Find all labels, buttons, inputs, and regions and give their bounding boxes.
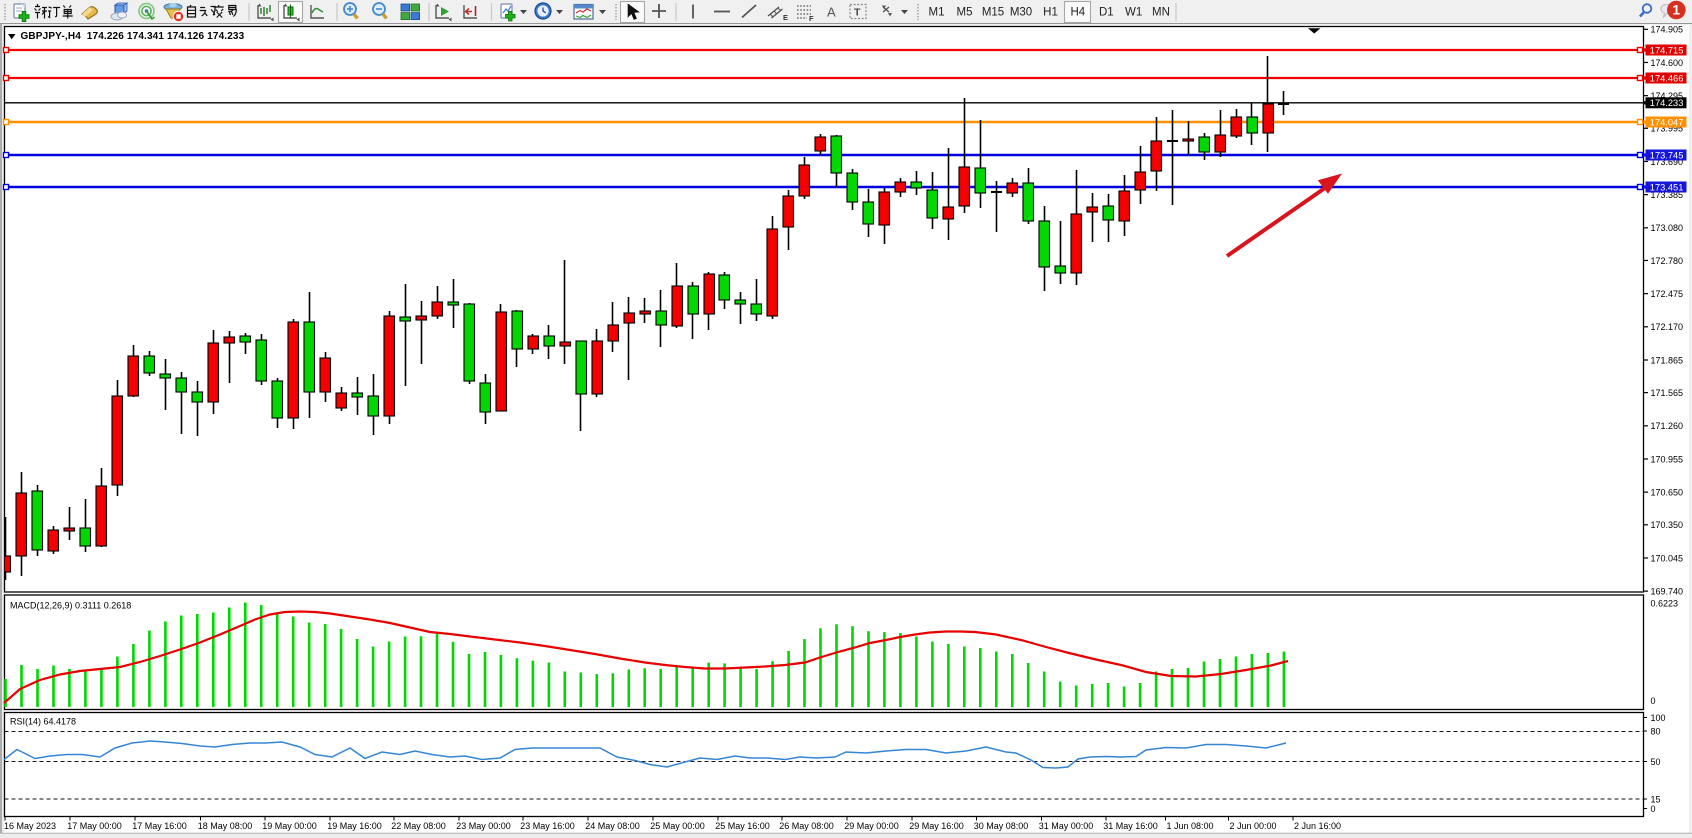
svg-text:H1: H1 (1043, 7, 1058, 19)
svg-text:1 Jun 08:00: 1 Jun 08:00 (1166, 821, 1213, 831)
svg-text:170.045: 170.045 (1651, 553, 1684, 563)
svg-text:23 May 00:00: 23 May 00:00 (456, 821, 511, 831)
svg-text:174.295: 174.295 (1651, 91, 1684, 101)
svg-text:174.715: 174.715 (1650, 45, 1684, 55)
svg-text:W1: W1 (1125, 7, 1142, 19)
svg-text:169.740: 169.740 (1651, 586, 1684, 596)
svg-text:31 May 00:00: 31 May 00:00 (1039, 821, 1094, 831)
svg-text:23 May 16:00: 23 May 16:00 (520, 821, 575, 831)
svg-text:MACD(12,26,9) 0.3111 0.2618: MACD(12,26,9) 0.3111 0.2618 (10, 601, 131, 611)
svg-text:17 May 16:00: 17 May 16:00 (132, 821, 187, 831)
svg-text:174.047: 174.047 (1650, 117, 1684, 127)
svg-text:25 May 16:00: 25 May 16:00 (715, 821, 770, 831)
svg-text:F: F (809, 14, 814, 23)
svg-text:24 May 08:00: 24 May 08:00 (585, 821, 640, 831)
svg-text:0: 0 (1651, 804, 1656, 814)
svg-text:26 May 08:00: 26 May 08:00 (779, 821, 834, 831)
svg-text:170.350: 170.350 (1651, 520, 1684, 530)
svg-text:2 Jun 00:00: 2 Jun 00:00 (1229, 821, 1276, 831)
svg-text:100: 100 (1651, 713, 1666, 723)
svg-text:MN: MN (1152, 7, 1170, 19)
svg-text:RSI(14) 64.4178: RSI(14) 64.4178 (10, 717, 76, 727)
svg-text:29 May 16:00: 29 May 16:00 (909, 821, 964, 831)
svg-text:T: T (854, 7, 861, 19)
svg-text:M1: M1 (929, 7, 945, 19)
svg-text:173.995: 173.995 (1651, 124, 1684, 134)
svg-text:173.451: 173.451 (1650, 182, 1684, 192)
svg-text:15: 15 (1651, 794, 1661, 804)
svg-text:172.780: 172.780 (1651, 256, 1684, 266)
svg-text:50: 50 (1651, 757, 1661, 767)
svg-text:M30: M30 (1010, 7, 1032, 19)
svg-text:171.260: 171.260 (1651, 421, 1684, 431)
svg-text:16 May 2023: 16 May 2023 (4, 821, 56, 831)
svg-text:174.466: 174.466 (1650, 73, 1684, 83)
svg-text:0: 0 (1651, 696, 1656, 706)
svg-text:M5: M5 (957, 7, 973, 19)
svg-text:31 May 16:00: 31 May 16:00 (1103, 821, 1158, 831)
svg-text:GBPJPY-,H4 174.226 174.341 17: GBPJPY-,H4 174.226 174.341 174.126 174.2… (21, 31, 245, 42)
svg-text:19 May 16:00: 19 May 16:00 (327, 821, 382, 831)
svg-text:E: E (783, 13, 788, 22)
svg-text:19 May 00:00: 19 May 00:00 (262, 821, 317, 831)
svg-text:18 May 08:00: 18 May 08:00 (198, 821, 253, 831)
svg-text:171.565: 171.565 (1651, 388, 1684, 398)
svg-text:174.233: 174.233 (1650, 98, 1684, 108)
svg-text:174.905: 174.905 (1651, 25, 1684, 35)
svg-text:D1: D1 (1099, 7, 1114, 19)
svg-text:174.600: 174.600 (1651, 58, 1684, 68)
svg-text:17 May 00:00: 17 May 00:00 (67, 821, 122, 831)
svg-text:M15: M15 (982, 7, 1004, 19)
svg-text:80: 80 (1651, 726, 1661, 736)
svg-text:173.080: 173.080 (1651, 223, 1684, 233)
svg-text:H4: H4 (1070, 7, 1085, 19)
svg-text:29 May 00:00: 29 May 00:00 (844, 821, 899, 831)
svg-text:25 May 00:00: 25 May 00:00 (650, 821, 705, 831)
svg-text:173.690: 173.690 (1651, 157, 1684, 167)
svg-text:30 May 08:00: 30 May 08:00 (974, 821, 1029, 831)
svg-text:171.865: 171.865 (1651, 355, 1684, 365)
svg-text:1: 1 (1673, 3, 1681, 18)
svg-text:170.955: 170.955 (1651, 454, 1684, 464)
svg-text:170.650: 170.650 (1651, 487, 1684, 497)
svg-text:173.385: 173.385 (1651, 190, 1684, 200)
svg-text:172.170: 172.170 (1651, 322, 1684, 332)
svg-text:173.745: 173.745 (1650, 150, 1684, 160)
svg-text:0.6223: 0.6223 (1651, 599, 1679, 609)
svg-text:2 Jun 16:00: 2 Jun 16:00 (1294, 821, 1341, 831)
svg-text:172.475: 172.475 (1651, 289, 1684, 299)
svg-text:A: A (827, 5, 836, 20)
svg-text:22 May 08:00: 22 May 08:00 (391, 821, 446, 831)
